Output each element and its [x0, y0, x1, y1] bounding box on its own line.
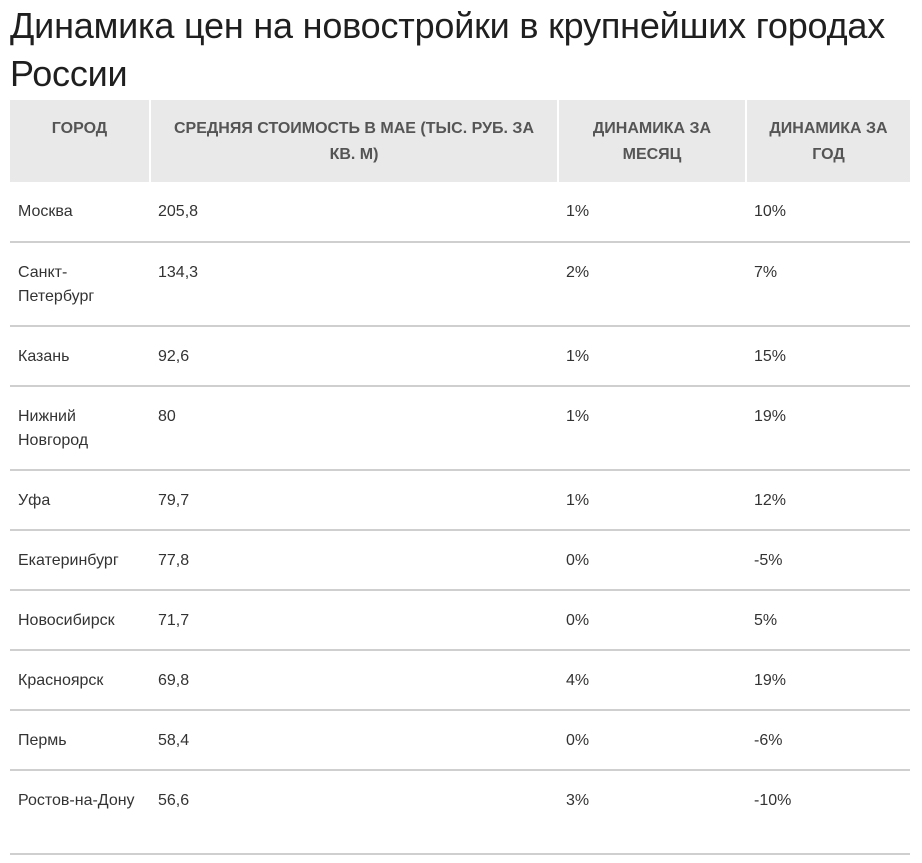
- table-row: Ростов-на-Дону 56,6 3% -10%: [10, 770, 910, 855]
- cell-month-change: 0%: [558, 530, 746, 591]
- cell-price: 58,4: [150, 710, 558, 771]
- header-month-change: ДИНАМИКА ЗА МЕСЯЦ: [557, 100, 747, 182]
- cell-price: 69,8: [150, 650, 558, 711]
- cell-year-change: 19%: [746, 386, 910, 471]
- cell-price: 71,7: [150, 590, 558, 651]
- table-row: Пермь 58,4 0% -6%: [10, 710, 910, 771]
- cell-month-change: 2%: [558, 242, 746, 327]
- cell-price: 92,6: [150, 326, 558, 387]
- cell-year-change: 15%: [746, 326, 910, 387]
- cell-price: 80: [150, 386, 558, 471]
- cell-month-change: 1%: [558, 386, 746, 471]
- cell-year-change: 7%: [746, 242, 910, 327]
- cell-city: Ростов-на-Дону: [10, 770, 150, 855]
- cell-city: Новосибирск: [10, 590, 150, 651]
- cell-price: 134,3: [150, 242, 558, 327]
- cell-year-change: 5%: [746, 590, 910, 651]
- cell-year-change: -5%: [746, 530, 910, 591]
- cell-price: 56,6: [150, 770, 558, 855]
- header-price: СРЕДНЯЯ СТОИМОСТЬ В МАЕ (ТЫС. РУБ. ЗА КВ…: [149, 100, 559, 182]
- cell-month-change: 1%: [558, 470, 746, 531]
- cell-year-change: 12%: [746, 470, 910, 531]
- cell-city: Уфа: [10, 470, 150, 531]
- cell-city: Москва: [10, 182, 150, 243]
- header-city: ГОРОД: [10, 100, 151, 182]
- page-title: Динамика цен на новостройки в крупнейших…: [10, 5, 886, 94]
- cell-city: Санкт-Петербург: [10, 242, 150, 327]
- table-row: Нижний Новгород 80 1% 19%: [10, 386, 910, 471]
- cell-price: 77,8: [150, 530, 558, 591]
- cell-year-change: 19%: [746, 650, 910, 711]
- cell-month-change: 0%: [558, 710, 746, 771]
- cell-price: 79,7: [150, 470, 558, 531]
- table-row: Уфа 79,7 1% 12%: [10, 470, 910, 531]
- cell-month-change: 1%: [558, 182, 746, 243]
- cell-year-change: -6%: [746, 710, 910, 771]
- cell-city: Нижний Новгород: [10, 386, 150, 471]
- table-row: Москва 205,8 1% 10%: [10, 182, 910, 243]
- cell-month-change: 3%: [558, 770, 746, 855]
- table-row: Екатеринбург 77,8 0% -5%: [10, 530, 910, 591]
- table-header-row: ГОРОД СРЕДНЯЯ СТОИМОСТЬ В МАЕ (ТЫС. РУБ.…: [10, 100, 910, 182]
- cell-city: Пермь: [10, 710, 150, 771]
- table-row: Казань 92,6 1% 15%: [10, 326, 910, 387]
- cell-price: 205,8: [150, 182, 558, 243]
- header-year-change: ДИНАМИКА ЗА ГОД: [745, 100, 910, 182]
- cell-month-change: 0%: [558, 590, 746, 651]
- table-row: Красноярск 69,8 4% 19%: [10, 650, 910, 711]
- cell-month-change: 1%: [558, 326, 746, 387]
- cell-city: Красноярск: [10, 650, 150, 711]
- cell-month-change: 4%: [558, 650, 746, 711]
- price-table: ГОРОД СРЕДНЯЯ СТОИМОСТЬ В МАЕ (ТЫС. РУБ.…: [10, 100, 910, 855]
- table-row: Санкт-Петербург 134,3 2% 7%: [10, 242, 910, 327]
- cell-city: Казань: [10, 326, 150, 387]
- cell-year-change: 10%: [746, 182, 910, 243]
- table-row: Новосибирск 71,7 0% 5%: [10, 590, 910, 651]
- cell-city: Екатеринбург: [10, 530, 150, 591]
- cell-year-change: -10%: [746, 770, 910, 855]
